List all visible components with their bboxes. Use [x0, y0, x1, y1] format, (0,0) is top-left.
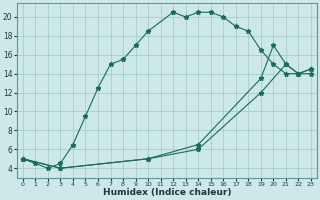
- X-axis label: Humidex (Indice chaleur): Humidex (Indice chaleur): [103, 188, 231, 197]
